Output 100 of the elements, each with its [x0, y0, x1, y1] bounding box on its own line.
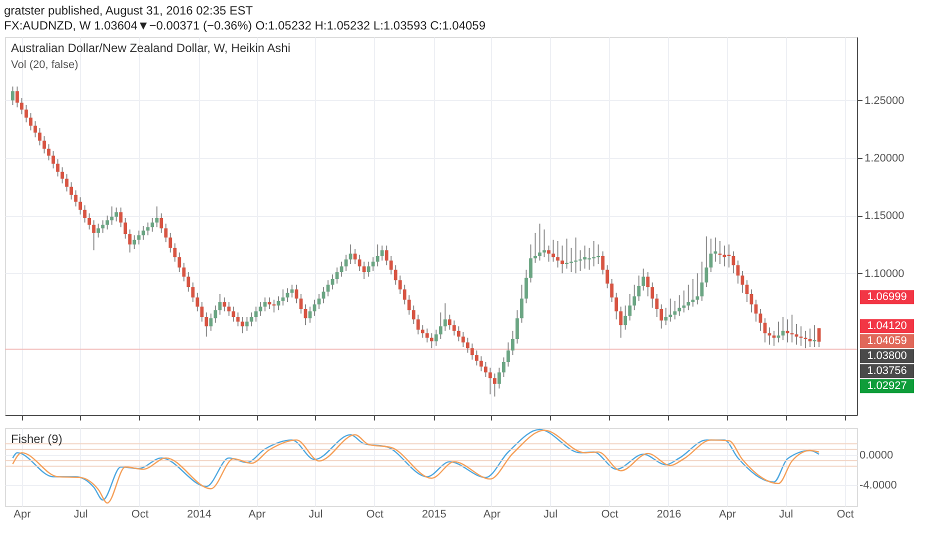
- candlestick: [547, 245, 550, 262]
- candlestick: [344, 254, 348, 272]
- candlestick: [146, 222, 150, 236]
- candlestick: [402, 284, 406, 305]
- candlestick: [498, 367, 501, 389]
- candlestick: [456, 326, 460, 342]
- candlestick: [709, 238, 713, 273]
- candlestick: [637, 275, 641, 302]
- candlestick: [74, 190, 78, 207]
- candlestick: [317, 293, 321, 310]
- candlestick: [340, 261, 344, 278]
- candlestick: [619, 306, 623, 338]
- candlestick: [52, 150, 55, 169]
- candlestick: [164, 223, 168, 243]
- candlestick: [88, 212, 91, 230]
- candlestick: [83, 204, 86, 224]
- candlestick: [502, 356, 506, 378]
- candlestick: [664, 307, 668, 326]
- candlestick: [240, 316, 244, 334]
- x-tick-label: 2015: [422, 508, 446, 520]
- y-tick-label: 1.10000: [864, 268, 904, 280]
- candlestick: [606, 264, 610, 289]
- candlestick: [16, 86, 19, 108]
- candlestick: [106, 215, 110, 230]
- candlestick: [660, 304, 664, 330]
- candlestick: [704, 236, 708, 288]
- candlestick: [632, 284, 636, 311]
- candlestick: [60, 166, 64, 184]
- candlestick: [384, 245, 388, 266]
- candlestick: [47, 144, 50, 161]
- chart-title: Fisher (9): [11, 432, 62, 446]
- candlestick: [70, 182, 73, 200]
- text: gratster published, August 31, 2016 02:35 EST: [4, 4, 254, 18]
- candlestick: [628, 293, 632, 321]
- candlestick: [65, 174, 68, 192]
- candlestick: [524, 269, 528, 304]
- candlestick: [686, 284, 690, 311]
- candlestick: [542, 228, 546, 258]
- candlestick: [182, 262, 186, 282]
- candlestick: [650, 282, 654, 308]
- x-tick-label: Apr: [14, 508, 32, 520]
- candlestick: [124, 217, 128, 240]
- candlestick: [691, 278, 695, 308]
- y-tick-label: 1.20000: [864, 152, 904, 165]
- candlestick: [150, 217, 154, 232]
- candlestick: [448, 314, 452, 330]
- text: FX:AUDNZD, W 1.03604▼−0.00371 (−0.36%) O:1.05232 H:1.05232 L:1.03593 C:1.04059: [4, 18, 486, 32]
- candlestick: [218, 293, 222, 316]
- candlestick: [534, 232, 537, 264]
- candlestick: [96, 223, 100, 238]
- candlestick: [538, 223, 542, 262]
- candlestick: [434, 329, 438, 346]
- candlestick: [398, 275, 402, 294]
- candlestick: [470, 343, 474, 360]
- candlestick: [614, 292, 618, 320]
- candlestick: [758, 308, 762, 332]
- candlestick: [214, 305, 218, 324]
- candlestick: [348, 244, 352, 265]
- candlestick: [772, 330, 776, 346]
- x-tick-label: Apr: [248, 508, 266, 520]
- candlestick: [236, 312, 240, 327]
- candlestick: [488, 367, 492, 395]
- candlestick: [466, 337, 470, 354]
- candlestick: [168, 232, 172, 254]
- candlestick: [678, 294, 682, 316]
- candlestick: [119, 207, 123, 228]
- x-tick-label: Jul: [544, 508, 558, 520]
- candlestick: [155, 206, 159, 228]
- x-tick-label: Jul: [308, 508, 323, 520]
- candlestick: [790, 314, 794, 343]
- y-tick-label: -4.0000: [860, 480, 897, 492]
- candlestick: [506, 342, 510, 368]
- candlestick: [362, 261, 366, 280]
- candlestick: [38, 128, 42, 146]
- candlestick: [610, 278, 614, 303]
- candlestick: [358, 254, 362, 272]
- x-tick-label: 2016: [656, 508, 682, 520]
- y-tick-label: 0.0000: [860, 450, 894, 462]
- candlestick: [42, 136, 46, 154]
- candlestick: [714, 237, 718, 262]
- candlestick: [768, 326, 772, 346]
- candlestick: [420, 324, 424, 338]
- candlestick: [173, 242, 177, 262]
- candlestick: [601, 250, 605, 275]
- candlestick: [700, 261, 704, 302]
- candlestick: [200, 302, 204, 322]
- x-tick-label: Jul: [779, 508, 794, 520]
- candlestick: [412, 305, 416, 324]
- chart-title: Australian Dollar/New Zealand Dollar, W, Heikin Ashi: [11, 41, 290, 55]
- candlestick: [160, 212, 164, 234]
- candlestick: [799, 326, 803, 346]
- x-tick-label: Oct: [601, 508, 618, 520]
- candlestick: [682, 290, 686, 313]
- candlestick: [452, 320, 456, 336]
- candlestick: [196, 292, 200, 312]
- candlestick: [592, 240, 596, 267]
- y-tick-label: 1.15000: [864, 210, 904, 222]
- candlestick: [258, 302, 262, 316]
- candlestick: [376, 244, 380, 267]
- candlestick: [380, 245, 384, 262]
